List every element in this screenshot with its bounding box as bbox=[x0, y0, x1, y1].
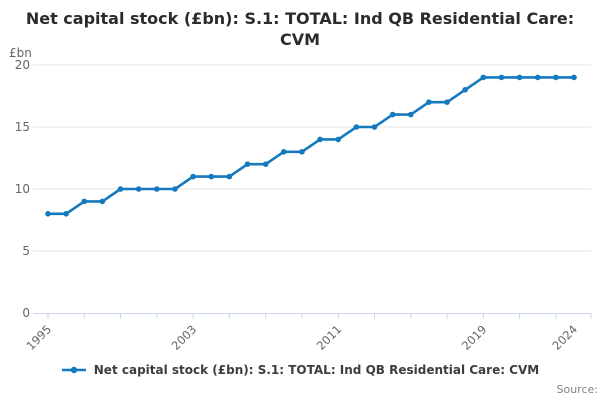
y-tick-label: 10 bbox=[15, 182, 30, 196]
data-point[interactable] bbox=[262, 161, 269, 167]
y-tick-label: 0 bbox=[22, 306, 30, 320]
data-point[interactable] bbox=[172, 186, 178, 192]
y-tick-label: 5 bbox=[22, 244, 30, 258]
data-point[interactable] bbox=[462, 87, 468, 93]
data-point[interactable] bbox=[117, 186, 124, 192]
data-point[interactable] bbox=[353, 124, 360, 130]
y-tick-label: 15 bbox=[15, 120, 30, 134]
data-point[interactable] bbox=[190, 173, 196, 180]
data-point[interactable] bbox=[63, 211, 69, 217]
data-point[interactable] bbox=[371, 124, 378, 130]
x-tick-label: 1995 bbox=[24, 322, 55, 353]
y-axis-unit-label: £bn bbox=[9, 46, 32, 60]
x-tick-label: 2011 bbox=[314, 322, 345, 353]
data-point[interactable] bbox=[135, 186, 142, 192]
data-point[interactable] bbox=[45, 211, 51, 217]
source-label: Source: bbox=[556, 383, 599, 396]
chart-title-text: Net capital stock (£bn): S.1: TOTAL: Ind… bbox=[25, 9, 575, 49]
data-point[interactable] bbox=[335, 136, 342, 143]
data-point[interactable] bbox=[389, 111, 396, 118]
data-point[interactable] bbox=[426, 99, 432, 105]
data-point[interactable] bbox=[571, 74, 577, 81]
x-tick-label: 2024 bbox=[550, 322, 581, 353]
data-point[interactable] bbox=[553, 74, 559, 81]
data-point[interactable] bbox=[244, 161, 251, 167]
data-point[interactable] bbox=[81, 198, 88, 205]
chart-title: Net capital stock (£bn): S.1: TOTAL: Ind… bbox=[0, 8, 600, 50]
data-point[interactable] bbox=[154, 186, 160, 192]
data-point[interactable] bbox=[208, 173, 215, 180]
data-point[interactable] bbox=[226, 173, 233, 180]
data-point[interactable] bbox=[99, 198, 106, 205]
x-tick-label: 2003 bbox=[169, 322, 200, 353]
plot-area: 0 5 10 15 20 1995 2003 2011 2019 2024 bbox=[15, 58, 592, 353]
legend-item[interactable]: Net capital stock (£bn): S.1: TOTAL: Ind… bbox=[0, 363, 600, 377]
legend-marker-icon bbox=[61, 366, 86, 374]
data-point[interactable] bbox=[317, 136, 323, 143]
data-point[interactable] bbox=[444, 99, 450, 105]
series-line[interactable] bbox=[46, 76, 576, 216]
y-tick-label: 20 bbox=[15, 58, 30, 72]
data-point[interactable] bbox=[534, 74, 541, 81]
legend-dot-glyph bbox=[70, 366, 77, 374]
data-point[interactable] bbox=[280, 149, 287, 155]
x-tick-label: 2019 bbox=[459, 322, 490, 353]
data-point[interactable] bbox=[480, 74, 487, 81]
data-point[interactable] bbox=[498, 74, 505, 81]
data-point[interactable] bbox=[516, 74, 523, 81]
data-point[interactable] bbox=[407, 111, 414, 118]
data-point[interactable] bbox=[299, 149, 305, 155]
legend-label: Net capital stock (£bn): S.1: TOTAL: Ind… bbox=[93, 363, 540, 377]
